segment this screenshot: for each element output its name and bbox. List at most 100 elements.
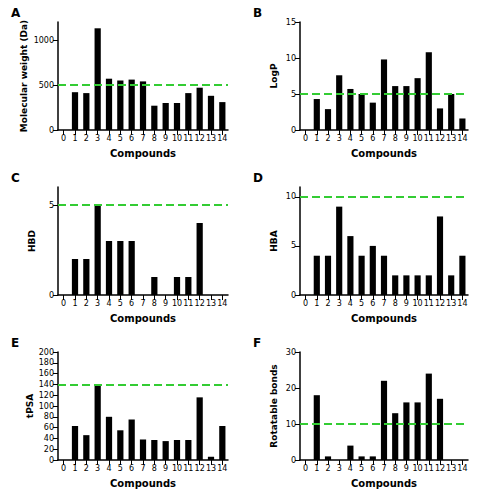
svg-text:LogP: LogP <box>269 63 279 88</box>
svg-text:5: 5 <box>118 464 123 473</box>
svg-text:30: 30 <box>286 348 296 357</box>
svg-text:0: 0 <box>303 134 308 143</box>
svg-text:HBA: HBA <box>269 230 279 251</box>
svg-text:0: 0 <box>61 464 66 473</box>
svg-text:10: 10 <box>286 192 296 201</box>
svg-text:3: 3 <box>95 464 100 473</box>
svg-text:10: 10 <box>172 464 182 473</box>
svg-text:15: 15 <box>286 18 296 27</box>
svg-text:1: 1 <box>72 299 77 308</box>
svg-text:1: 1 <box>314 299 319 308</box>
svg-text:5: 5 <box>49 201 54 210</box>
svg-text:7: 7 <box>381 299 386 308</box>
svg-text:8: 8 <box>393 134 398 143</box>
svg-text:10: 10 <box>286 54 296 63</box>
svg-text:13: 13 <box>446 299 456 308</box>
svg-text:7: 7 <box>381 134 386 143</box>
svg-text:14: 14 <box>217 464 227 473</box>
svg-text:6: 6 <box>370 299 375 308</box>
svg-text:9: 9 <box>163 464 168 473</box>
svg-text:5: 5 <box>359 299 364 308</box>
svg-text:2: 2 <box>325 134 330 143</box>
svg-text:12: 12 <box>195 134 205 143</box>
svg-text:80: 80 <box>44 412 54 421</box>
svg-text:20: 20 <box>44 445 54 454</box>
svg-text:14: 14 <box>457 299 467 308</box>
svg-text:3: 3 <box>95 134 100 143</box>
svg-text:11: 11 <box>424 464 434 473</box>
svg-text:3: 3 <box>95 299 100 308</box>
svg-text:0: 0 <box>49 126 54 135</box>
svg-text:13: 13 <box>206 464 216 473</box>
svg-text:60: 60 <box>44 423 54 432</box>
svg-text:7: 7 <box>140 134 145 143</box>
svg-text:tPSA: tPSA <box>25 394 35 418</box>
svg-text:Compounds: Compounds <box>110 478 176 489</box>
svg-text:1: 1 <box>314 464 319 473</box>
svg-text:10: 10 <box>172 134 182 143</box>
svg-text:4: 4 <box>106 464 111 473</box>
svg-text:C: C <box>11 171 20 185</box>
svg-text:200: 200 <box>39 348 54 357</box>
svg-text:9: 9 <box>163 134 168 143</box>
svg-text:13: 13 <box>446 134 456 143</box>
svg-text:14: 14 <box>457 134 467 143</box>
svg-text:500: 500 <box>39 81 54 90</box>
svg-text:6: 6 <box>129 464 134 473</box>
svg-text:9: 9 <box>163 299 168 308</box>
svg-text:0: 0 <box>61 134 66 143</box>
svg-text:12: 12 <box>435 464 445 473</box>
svg-text:5: 5 <box>359 464 364 473</box>
svg-text:8: 8 <box>152 464 157 473</box>
svg-text:6: 6 <box>370 464 375 473</box>
svg-text:14: 14 <box>217 299 227 308</box>
svg-text:14: 14 <box>457 464 467 473</box>
svg-text:4: 4 <box>348 464 353 473</box>
svg-text:3: 3 <box>337 464 342 473</box>
svg-text:10: 10 <box>413 134 423 143</box>
svg-text:2: 2 <box>325 464 330 473</box>
svg-text:6: 6 <box>129 299 134 308</box>
svg-text:3: 3 <box>337 134 342 143</box>
svg-text:13: 13 <box>446 464 456 473</box>
svg-text:6: 6 <box>129 134 134 143</box>
svg-text:5: 5 <box>118 134 123 143</box>
svg-text:180: 180 <box>39 358 54 367</box>
svg-text:4: 4 <box>106 134 111 143</box>
svg-text:5: 5 <box>291 241 296 250</box>
svg-text:0: 0 <box>303 464 308 473</box>
svg-text:11: 11 <box>183 464 193 473</box>
svg-text:1: 1 <box>72 464 77 473</box>
svg-text:140: 140 <box>39 380 54 389</box>
svg-text:5: 5 <box>291 90 296 99</box>
svg-text:E: E <box>11 336 19 350</box>
svg-text:13: 13 <box>206 299 216 308</box>
svg-text:9: 9 <box>404 464 409 473</box>
svg-text:0: 0 <box>291 126 296 135</box>
svg-text:13: 13 <box>206 134 216 143</box>
svg-text:11: 11 <box>424 299 434 308</box>
svg-text:2: 2 <box>84 134 89 143</box>
svg-text:HBD: HBD <box>27 230 37 252</box>
svg-text:11: 11 <box>424 134 434 143</box>
svg-text:8: 8 <box>393 464 398 473</box>
svg-text:0: 0 <box>61 299 66 308</box>
svg-text:Rotatable bonds: Rotatable bonds <box>269 364 279 447</box>
svg-text:160: 160 <box>39 369 54 378</box>
svg-text:12: 12 <box>435 134 445 143</box>
svg-text:Molecular weight (Da): Molecular weight (Da) <box>19 20 29 132</box>
svg-text:6: 6 <box>370 134 375 143</box>
svg-text:20: 20 <box>286 384 296 393</box>
svg-text:0: 0 <box>49 291 54 300</box>
svg-text:0: 0 <box>291 456 296 465</box>
svg-text:8: 8 <box>393 299 398 308</box>
svg-text:3: 3 <box>337 299 342 308</box>
svg-text:Compounds: Compounds <box>110 148 176 159</box>
svg-text:12: 12 <box>195 299 205 308</box>
svg-text:10: 10 <box>413 299 423 308</box>
svg-text:40: 40 <box>44 434 54 443</box>
svg-text:4: 4 <box>348 134 353 143</box>
svg-text:9: 9 <box>404 134 409 143</box>
svg-text:10: 10 <box>172 299 182 308</box>
svg-text:11: 11 <box>183 299 193 308</box>
